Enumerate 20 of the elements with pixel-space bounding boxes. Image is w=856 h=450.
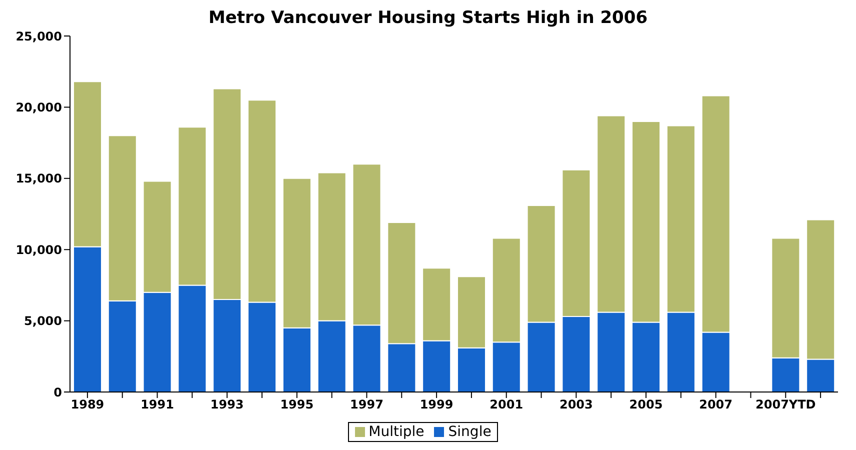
x-tick-label: 1995 — [280, 398, 314, 412]
x-tick-label: 2007 — [699, 398, 733, 412]
x-tick-label: 2003 — [559, 398, 593, 412]
y-tick-label: 15,000 — [16, 172, 62, 186]
x-tick-label: 1997 — [350, 398, 384, 412]
y-tick-label: 25,000 — [16, 29, 62, 44]
x-tick-label: 1989 — [70, 398, 104, 412]
x-tick-label: 1993 — [210, 398, 244, 412]
x-tick-label: 2001 — [490, 398, 524, 412]
y-tick-label: 5,000 — [24, 314, 62, 328]
x-tick-label: 1999 — [420, 398, 454, 412]
legend-label: Single — [447, 424, 492, 440]
legend-label: Multiple — [368, 424, 424, 440]
x-tick-label: 2007YTD — [756, 398, 816, 412]
x-tick-label: 2005 — [629, 398, 663, 412]
y-tick-label: 0 — [54, 385, 62, 400]
chart-title: Metro Vancouver Housing Starts High in 2006 — [207, 8, 649, 28]
x-tick-label: 1991 — [140, 398, 174, 412]
y-tick-label: 10,000 — [16, 242, 62, 257]
y-tick-label: 20,000 — [16, 100, 62, 114]
